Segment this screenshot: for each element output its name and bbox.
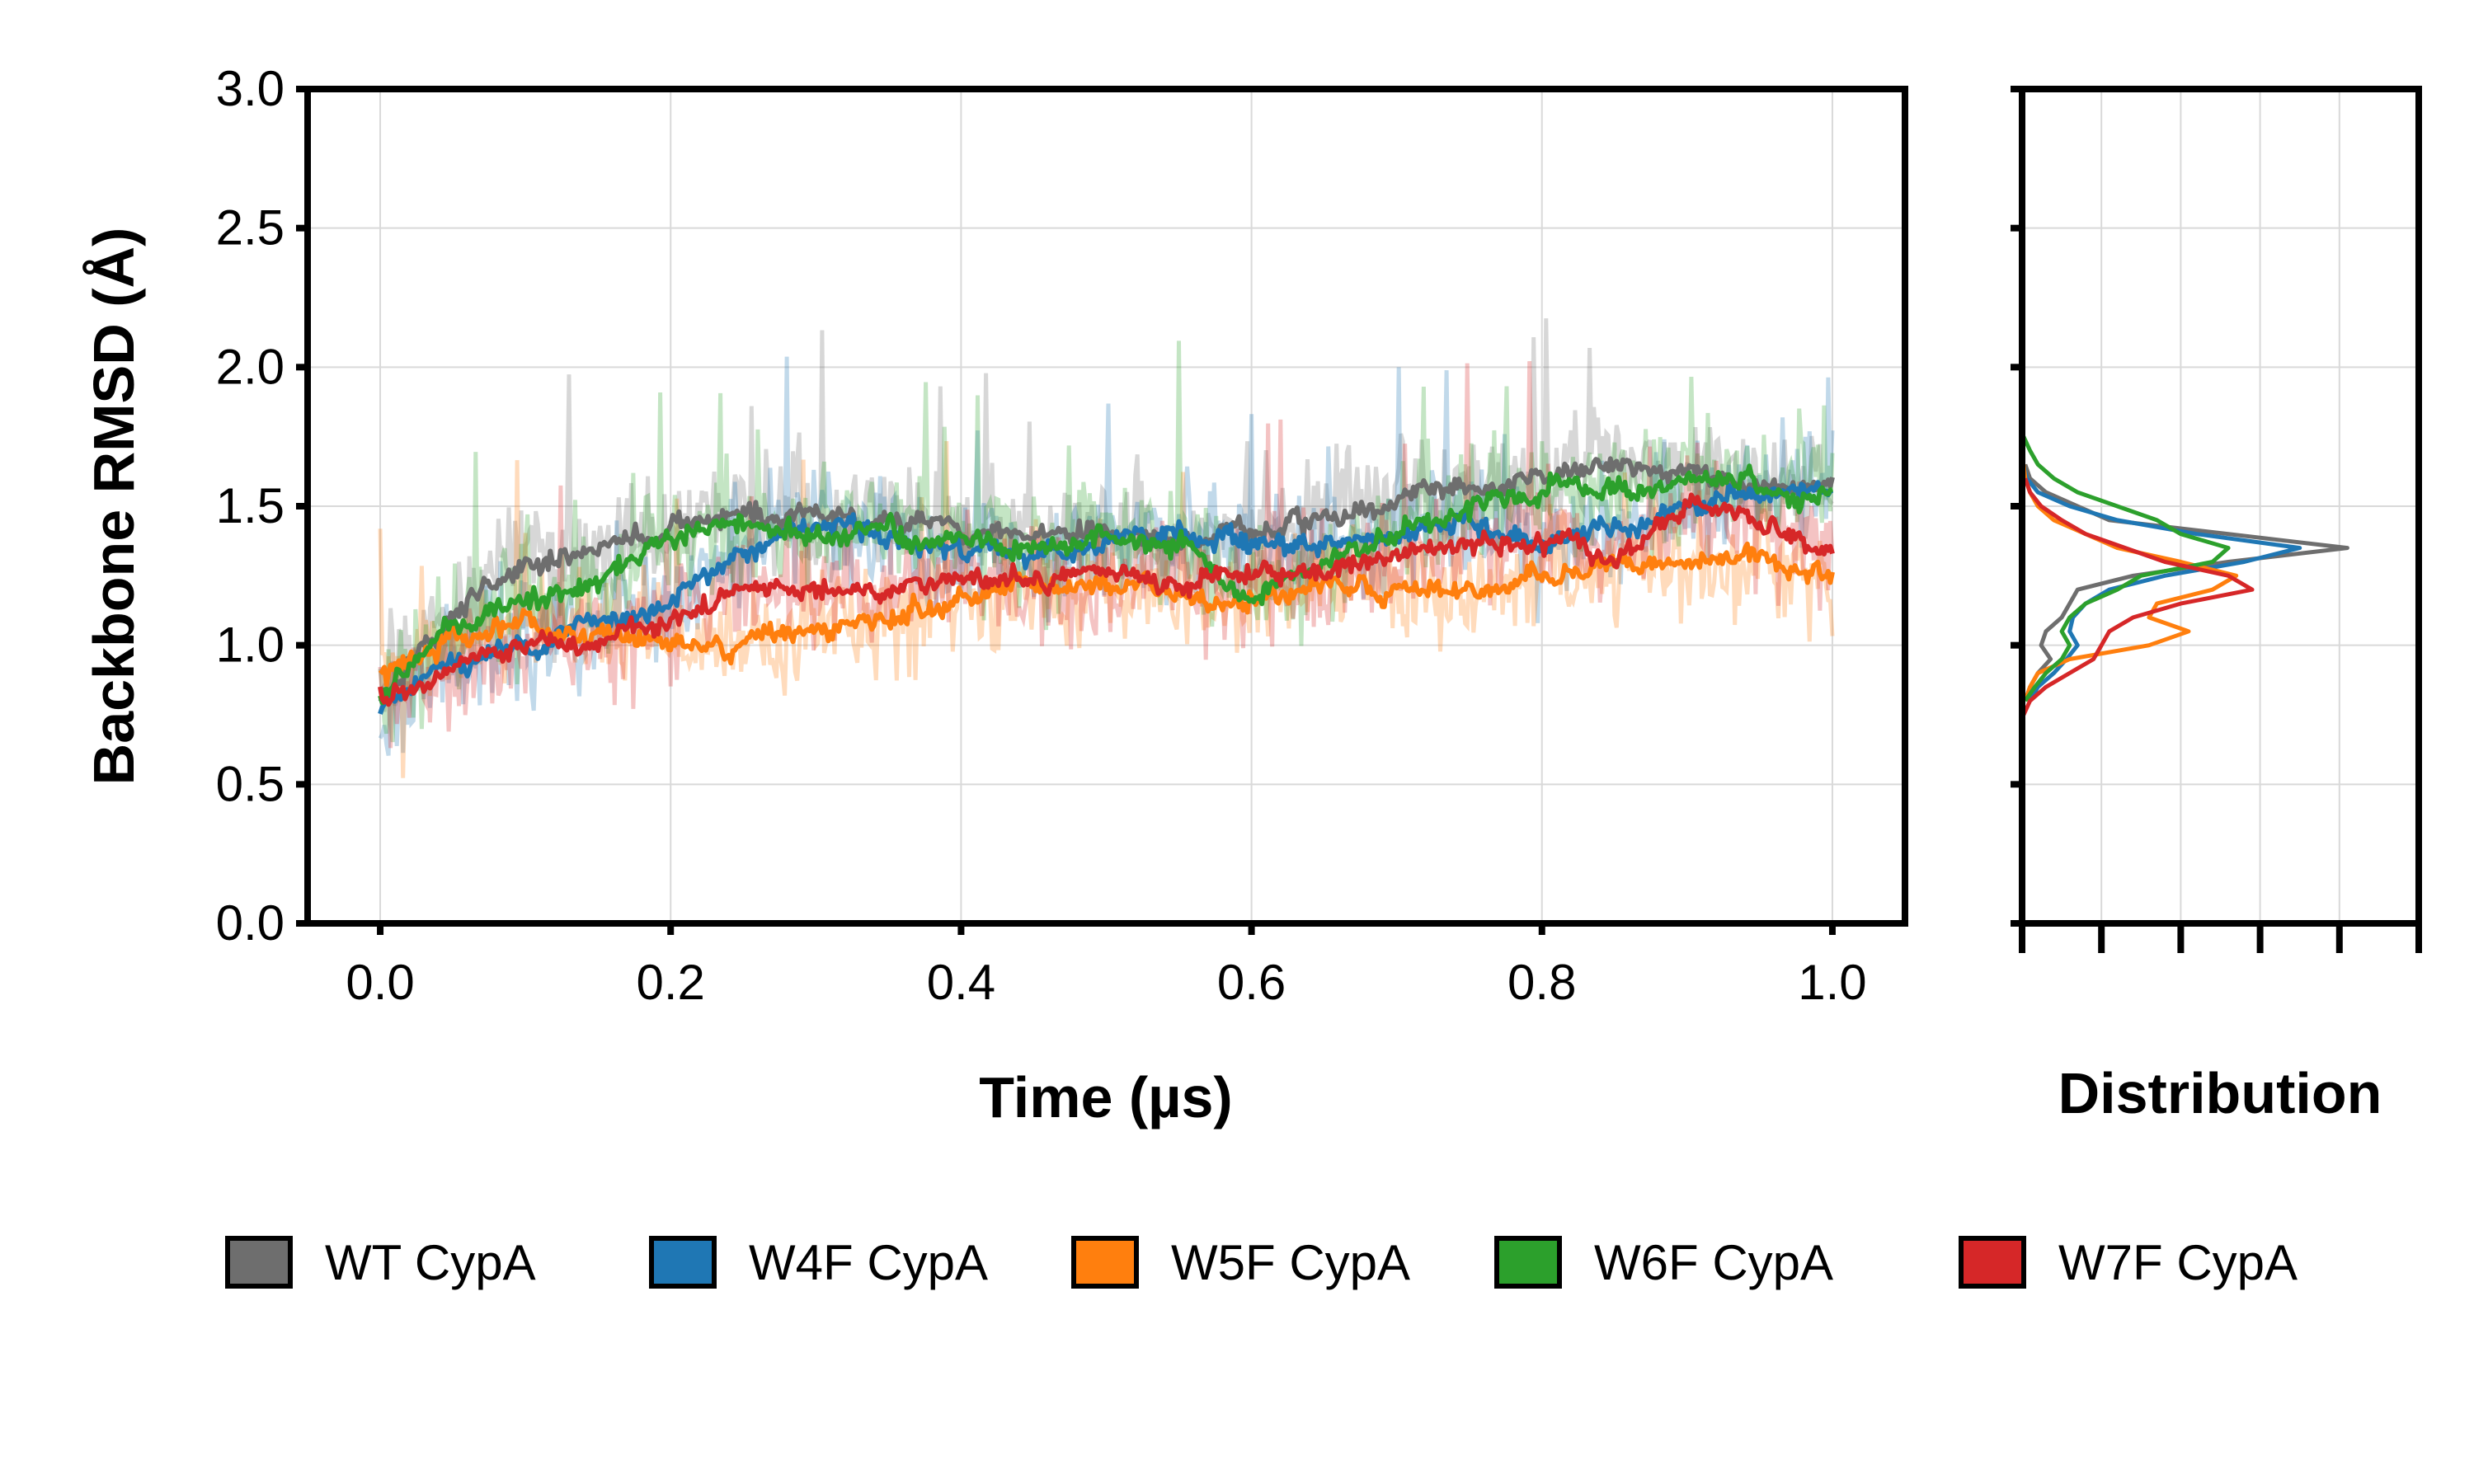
legend-swatch bbox=[1494, 1236, 1562, 1289]
legend-item: W4F CypA bbox=[649, 1235, 988, 1290]
legend-label: W7F CypA bbox=[2058, 1235, 2298, 1290]
x-tick-label: 1.0 bbox=[1798, 955, 1866, 1010]
series-shade-w7f-cypa bbox=[378, 361, 1835, 749]
legend-label: W6F CypA bbox=[1594, 1235, 1833, 1290]
x-axis-title: Time (µs) bbox=[979, 1065, 1232, 1129]
series-shade-w4f-cypa bbox=[378, 356, 1835, 756]
distribution-curve-wt-cypa bbox=[2023, 463, 2349, 702]
legend-item: W6F CypA bbox=[1494, 1235, 1833, 1290]
main-plot-ticks: 0.0 0.2 0.4 0.6 0.8 1.0 0.0 0.5 1.0 1.5 2.0 2.5 3.0 bbox=[216, 61, 1867, 1010]
y-axis-title: Backbone RMSD (Å) bbox=[82, 228, 146, 786]
x-tick-label: 0.8 bbox=[1507, 955, 1576, 1010]
legend: WT CypA W4F CypA W5F CypA W6F CypA W7F CypA bbox=[225, 1235, 2298, 1290]
distribution-ticks bbox=[2011, 86, 2422, 953]
legend-swatch bbox=[649, 1236, 717, 1289]
legend-swatch bbox=[1071, 1236, 1139, 1289]
series-shade-w6f-cypa bbox=[378, 340, 1835, 743]
x-tick-label: 0.0 bbox=[346, 955, 414, 1010]
legend-item: W5F CypA bbox=[1071, 1235, 1410, 1290]
y-tick-label: 2.5 bbox=[216, 200, 285, 256]
legend-swatch bbox=[1959, 1236, 2026, 1289]
x-tick-label: 0.4 bbox=[927, 955, 995, 1010]
distribution-curve-w6f-cypa bbox=[2021, 435, 2231, 702]
series-line-w6f-cypa bbox=[378, 463, 1834, 706]
distribution-curve-w7f-cypa bbox=[2021, 477, 2255, 716]
main-plot-series-lines bbox=[378, 456, 1835, 715]
distribution-grid bbox=[2022, 88, 2419, 924]
x-tick-label: 0.2 bbox=[637, 955, 705, 1010]
distribution-curves bbox=[2021, 435, 2349, 716]
series-shade-w5f-cypa bbox=[378, 441, 1835, 778]
legend-item: W7F CypA bbox=[1959, 1235, 2298, 1290]
y-tick-label: 0.5 bbox=[216, 756, 285, 811]
distribution-axis-title: Distribution bbox=[2058, 1061, 2382, 1125]
y-tick-label: 1.5 bbox=[216, 478, 285, 533]
y-tick-label: 3.0 bbox=[216, 61, 285, 116]
legend-label: WT CypA bbox=[325, 1235, 536, 1290]
legend-label: W4F CypA bbox=[749, 1235, 988, 1290]
y-tick-label: 0.0 bbox=[216, 895, 285, 951]
legend-label: W5F CypA bbox=[1171, 1235, 1410, 1290]
x-tick-label: 0.6 bbox=[1217, 955, 1286, 1010]
y-tick-label: 2.0 bbox=[216, 339, 285, 394]
y-tick-label: 1.0 bbox=[216, 618, 285, 673]
series-line-w5f-cypa bbox=[378, 541, 1835, 688]
legend-item: WT CypA bbox=[225, 1235, 536, 1290]
distribution-curve-w5f-cypa bbox=[2021, 464, 2239, 702]
series-line-w7f-cypa bbox=[378, 492, 1835, 707]
legend-swatch bbox=[225, 1236, 293, 1289]
series-line-wt-cypa bbox=[378, 456, 1835, 704]
series-line-w4f-cypa bbox=[378, 480, 1834, 715]
